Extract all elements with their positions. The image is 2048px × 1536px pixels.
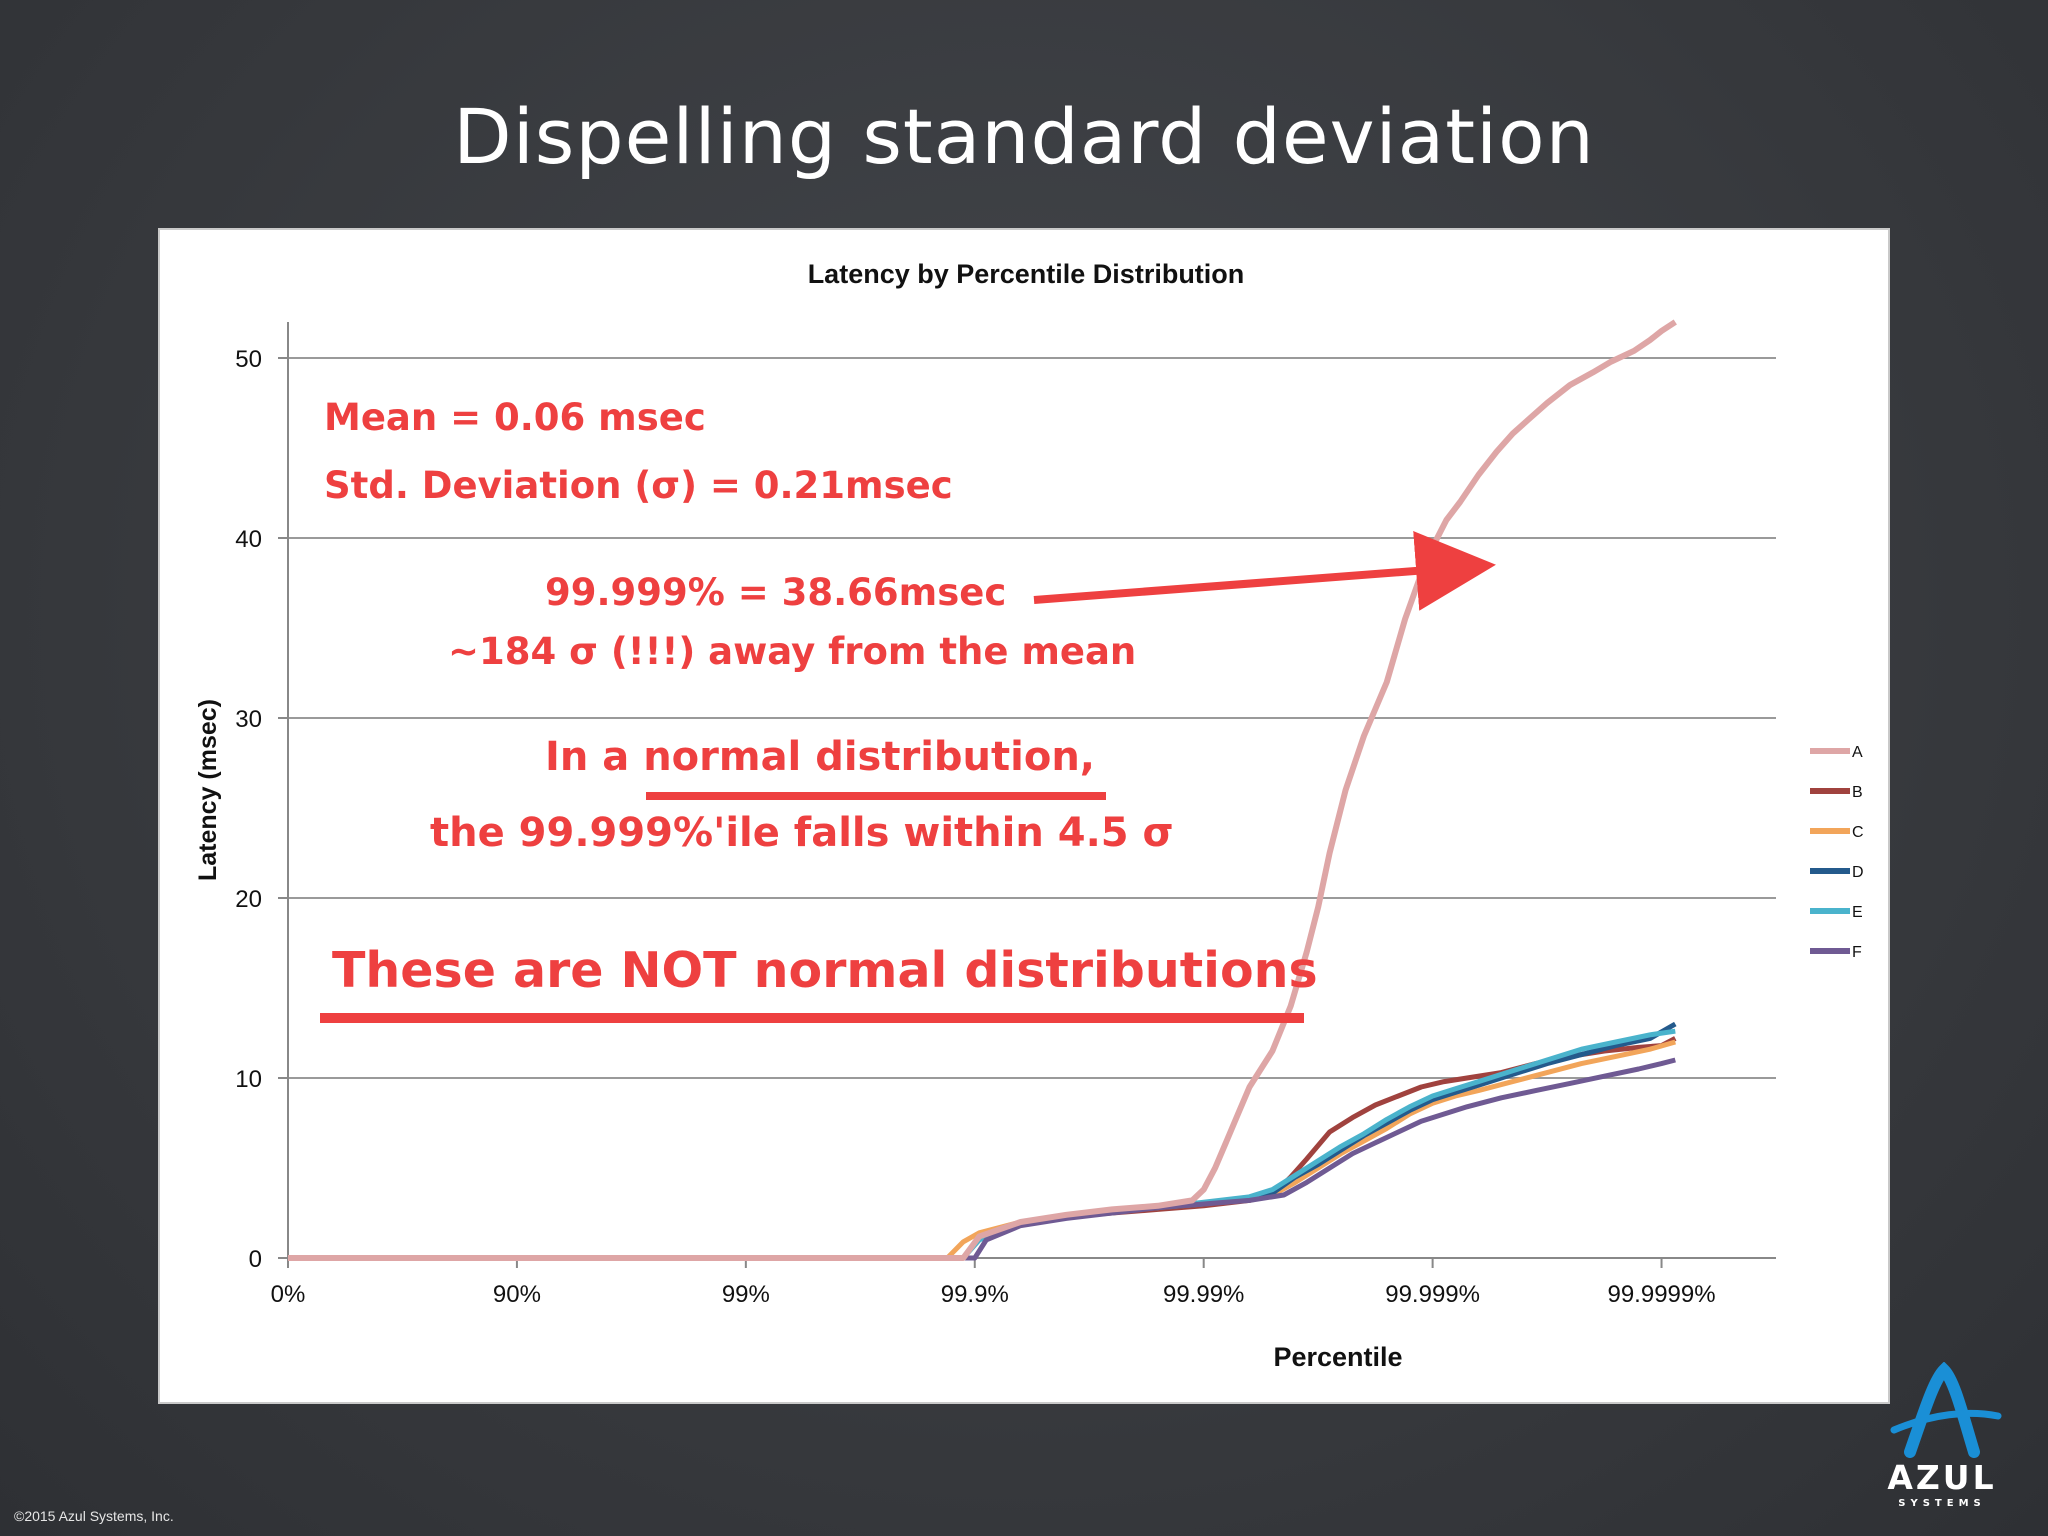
annotations: Mean = 0.06 msec Std. Deviation (σ) = 0.…	[320, 396, 1496, 1023]
y-tick-labels: 0 10 20 30 40 50	[235, 346, 262, 1273]
series-lines	[288, 319, 1677, 1261]
azul-a-icon	[1890, 1362, 2002, 1458]
annotation-p99999: 99.999% = 38.66msec	[545, 571, 1006, 614]
series-line-C	[288, 1039, 1676, 1261]
annotation-sigma-away: ~184 σ (!!!) away from the mean	[448, 630, 1136, 673]
x-axis-label: Percentile	[1273, 1342, 1402, 1372]
annotation-normal-line1: In a normal distribution,	[545, 734, 1095, 780]
y-tick-label-0: 0	[249, 1246, 262, 1273]
y-tick-label-10: 10	[235, 1066, 262, 1093]
logo-text: AZUL	[1887, 1458, 1997, 1497]
copyright-footer: ©2015 Azul Systems, Inc.	[14, 1508, 174, 1524]
underline-normal-distribution	[646, 792, 1106, 800]
x-tick-label-3: 99.9%	[941, 1281, 1009, 1308]
x-tick-label-2: 99%	[722, 1281, 770, 1308]
slide-title: Dispelling standard deviation	[453, 92, 1595, 181]
x-tick-label-1: 90%	[493, 1281, 541, 1308]
legend: A B C D E F	[1810, 744, 1864, 961]
x-tick-label-0: 0%	[271, 1281, 306, 1308]
series-line-A	[288, 319, 1677, 1261]
annotation-mean: Mean = 0.06 msec	[324, 396, 706, 439]
azul-logo: AZUL SYSTEMS	[1872, 1362, 2012, 1512]
x-tick-label-5: 99.999%	[1385, 1281, 1480, 1308]
series-line-E	[288, 1028, 1676, 1261]
annotation-not-normal: These are NOT normal distributions	[332, 942, 1318, 999]
series-line-D	[288, 1021, 1677, 1261]
latency-chart: Latency by Percentile Distribution 0 10 20…	[194, 259, 1864, 1372]
legend-label-A: A	[1852, 744, 1863, 761]
annotation-normal-line2: the 99.999%'ile falls within 4.5 σ	[430, 810, 1174, 856]
chart-title: Latency by Percentile Distribution	[808, 259, 1245, 289]
annotation-std-dev: Std. Deviation (σ) = 0.21msec	[324, 464, 953, 507]
legend-label-F: F	[1852, 944, 1862, 961]
y-tick-label-30: 30	[235, 706, 262, 733]
legend-label-C: C	[1852, 824, 1864, 841]
x-tick-label-4: 99.99%	[1163, 1281, 1244, 1308]
legend-label-B: B	[1852, 784, 1863, 801]
legend-label-D: D	[1852, 864, 1864, 881]
annotation-arrow	[1033, 530, 1496, 611]
y-tick-label-40: 40	[235, 526, 262, 553]
series-line-F	[288, 1057, 1676, 1261]
series-line-B	[288, 1036, 1677, 1261]
underline-not-normal	[320, 1013, 1304, 1023]
x-tick-label-6: 99.9999%	[1607, 1281, 1715, 1308]
y-axis-label: Latency (msec)	[194, 699, 222, 881]
legend-label-E: E	[1852, 904, 1863, 921]
x-tick-labels: 0% 90% 99% 99.9% 99.99% 99.999% 99.9999%	[271, 1281, 1716, 1308]
logo-subtext: SYSTEMS	[1898, 1498, 1986, 1509]
chart-axes	[287, 322, 1776, 1259]
y-tick-label-20: 20	[235, 886, 262, 913]
y-tick-label-50: 50	[235, 346, 262, 373]
chart-panel: Latency by Percentile Distribution 0 10 20…	[158, 228, 1890, 1404]
